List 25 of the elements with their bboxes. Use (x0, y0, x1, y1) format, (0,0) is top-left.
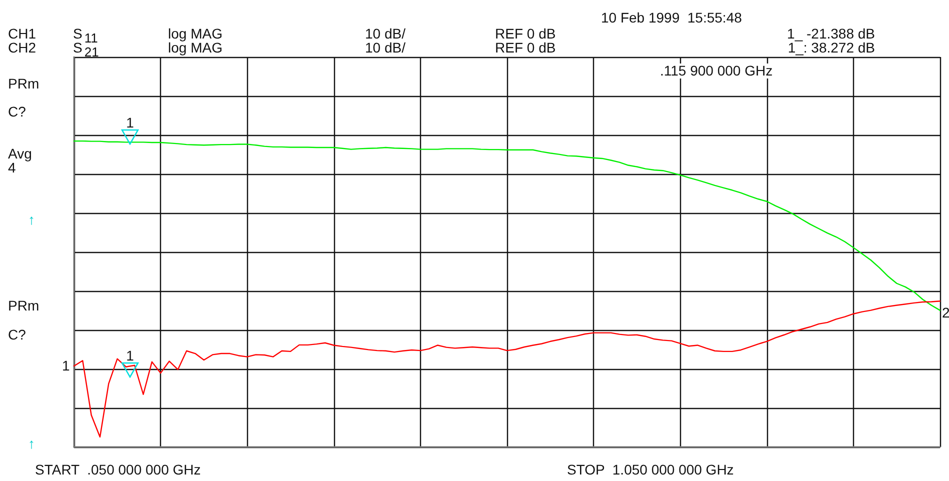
text: C? (8, 104, 26, 120)
text: 1 (126, 114, 134, 130)
text: 4 (8, 160, 16, 176)
text: 1 (62, 358, 70, 374)
text: .115 900 000 GHz (660, 62, 773, 78)
text: PRm (8, 76, 40, 92)
text: ↑ (28, 436, 35, 452)
text: C? (8, 326, 26, 342)
text: CH2 (8, 40, 36, 56)
text: STOP 1.050 000 000 GHz (567, 462, 734, 478)
text: 2 (942, 304, 949, 320)
text: Avg (8, 146, 32, 162)
text: 1_ -21.388 dB (787, 26, 875, 42)
text: log MAG (168, 26, 222, 42)
text: 1_: 38.272 dB (788, 40, 875, 56)
text: PRm (8, 298, 40, 314)
annotation: 1 (126, 348, 134, 364)
text: REF 0 dB (495, 26, 556, 42)
text: CH1 (8, 26, 36, 42)
text: 10 dB/ (365, 26, 406, 42)
text: ↑ (28, 212, 35, 228)
text: START .050 000 000 GHz (35, 462, 201, 478)
text: 10 Feb 1999 15:55:48 (601, 10, 742, 26)
text: REF 0 dB (495, 40, 556, 56)
text: 10 dB/ (365, 40, 406, 56)
